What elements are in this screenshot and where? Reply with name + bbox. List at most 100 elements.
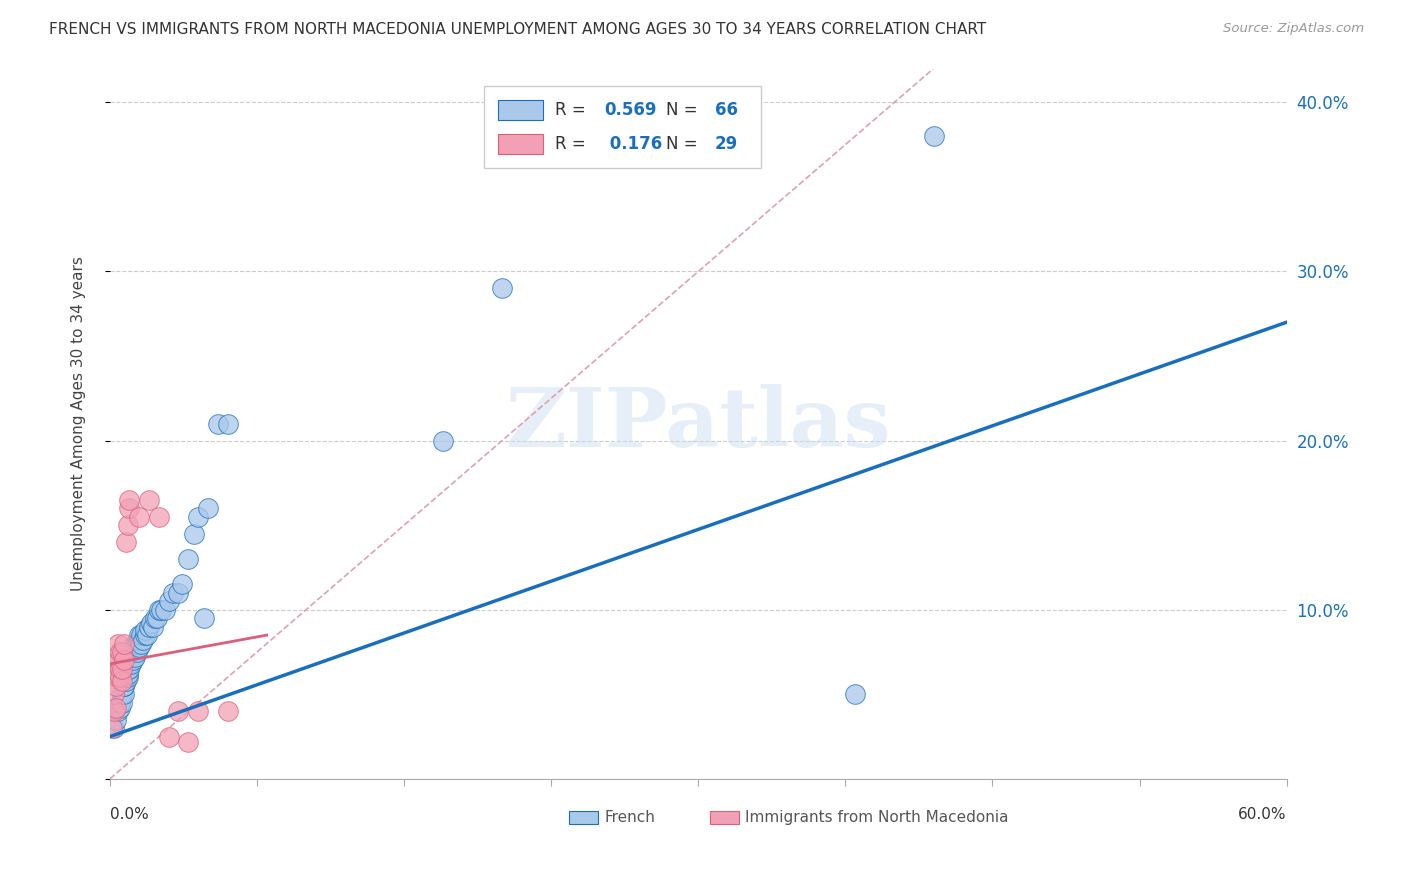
Point bbox=[157, 730, 180, 744]
FancyBboxPatch shape bbox=[710, 811, 740, 823]
Point bbox=[124, 650, 146, 665]
Point bbox=[922, 129, 945, 144]
Point bbox=[112, 679, 135, 693]
Point bbox=[132, 633, 155, 648]
Point bbox=[134, 623, 156, 637]
Point bbox=[117, 518, 139, 533]
Point bbox=[108, 696, 131, 710]
Point bbox=[217, 417, 239, 431]
Point bbox=[118, 662, 141, 676]
Text: N =: N = bbox=[666, 102, 697, 120]
Text: 0.176: 0.176 bbox=[605, 135, 662, 153]
Point bbox=[117, 657, 139, 671]
Point bbox=[197, 501, 219, 516]
Point bbox=[844, 687, 866, 701]
Point bbox=[162, 586, 184, 600]
Point bbox=[103, 687, 125, 701]
Text: Source: ZipAtlas.com: Source: ZipAtlas.com bbox=[1223, 22, 1364, 36]
Point bbox=[143, 611, 166, 625]
Point bbox=[183, 526, 205, 541]
Point bbox=[172, 577, 194, 591]
Point bbox=[114, 673, 136, 688]
Point bbox=[120, 657, 142, 671]
Point bbox=[138, 620, 160, 634]
Point bbox=[108, 670, 131, 684]
Point bbox=[118, 650, 141, 665]
Point bbox=[177, 734, 200, 748]
Point bbox=[114, 535, 136, 549]
Point bbox=[128, 640, 150, 654]
Point bbox=[117, 667, 139, 681]
Point bbox=[118, 645, 141, 659]
Point bbox=[129, 637, 152, 651]
Text: ZIPatlas: ZIPatlas bbox=[506, 384, 891, 464]
Point bbox=[146, 611, 169, 625]
Point bbox=[120, 645, 142, 659]
Point bbox=[122, 645, 145, 659]
Point bbox=[128, 509, 150, 524]
Point bbox=[118, 653, 141, 667]
FancyBboxPatch shape bbox=[569, 811, 598, 823]
Point bbox=[167, 704, 190, 718]
Point bbox=[112, 679, 135, 693]
Text: R =: R = bbox=[554, 135, 585, 153]
Point bbox=[149, 603, 172, 617]
Text: 66: 66 bbox=[714, 102, 738, 120]
Point bbox=[104, 657, 127, 671]
Point bbox=[110, 696, 132, 710]
Point bbox=[108, 701, 131, 715]
Point bbox=[110, 662, 132, 676]
Point bbox=[110, 673, 132, 688]
FancyBboxPatch shape bbox=[484, 87, 761, 168]
Text: N =: N = bbox=[666, 135, 697, 153]
Point bbox=[127, 637, 149, 651]
Point bbox=[108, 645, 131, 659]
Point bbox=[117, 662, 139, 676]
Point bbox=[167, 586, 190, 600]
Point bbox=[177, 552, 200, 566]
Point bbox=[110, 687, 132, 701]
Point bbox=[138, 492, 160, 507]
Text: FRENCH VS IMMIGRANTS FROM NORTH MACEDONIA UNEMPLOYMENT AMONG AGES 30 TO 34 YEARS: FRENCH VS IMMIGRANTS FROM NORTH MACEDONI… bbox=[49, 22, 987, 37]
Point bbox=[112, 653, 135, 667]
Point bbox=[128, 633, 150, 648]
Text: R =: R = bbox=[554, 102, 585, 120]
Text: 60.0%: 60.0% bbox=[1239, 807, 1286, 822]
Point bbox=[128, 628, 150, 642]
Point bbox=[112, 687, 135, 701]
Point bbox=[114, 662, 136, 676]
Point bbox=[122, 653, 145, 667]
Text: 0.0%: 0.0% bbox=[110, 807, 149, 822]
Point bbox=[107, 670, 129, 684]
Point bbox=[104, 713, 127, 727]
Point bbox=[207, 417, 229, 431]
Point bbox=[120, 650, 142, 665]
Point bbox=[136, 628, 159, 642]
Point bbox=[139, 616, 162, 631]
Point bbox=[129, 628, 152, 642]
Text: French: French bbox=[605, 810, 655, 825]
Point bbox=[127, 645, 149, 659]
Point bbox=[101, 721, 124, 735]
Point bbox=[153, 603, 176, 617]
Point bbox=[103, 721, 125, 735]
Point bbox=[103, 704, 125, 718]
FancyBboxPatch shape bbox=[498, 134, 543, 153]
Point bbox=[157, 594, 180, 608]
Point bbox=[193, 611, 215, 625]
Y-axis label: Unemployment Among Ages 30 to 34 years: Unemployment Among Ages 30 to 34 years bbox=[72, 256, 86, 591]
Point bbox=[134, 628, 156, 642]
Point bbox=[148, 509, 170, 524]
Point bbox=[104, 679, 127, 693]
Point bbox=[114, 670, 136, 684]
Point bbox=[124, 637, 146, 651]
Point bbox=[110, 645, 132, 659]
Point bbox=[108, 662, 131, 676]
Point bbox=[107, 637, 129, 651]
Point bbox=[142, 620, 165, 634]
Point bbox=[187, 704, 209, 718]
Point bbox=[117, 670, 139, 684]
Point bbox=[114, 670, 136, 684]
Point bbox=[432, 434, 454, 448]
Point bbox=[107, 704, 129, 718]
